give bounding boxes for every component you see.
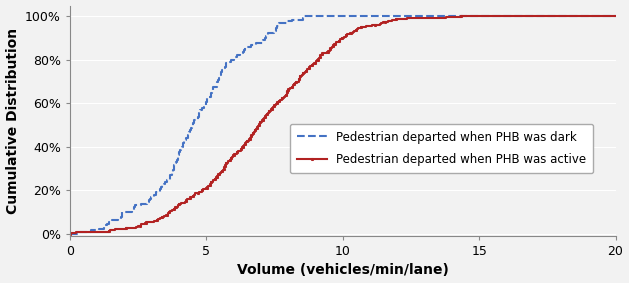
Pedestrian departed when PHB was dark xyxy=(66,232,74,235)
Pedestrian departed when PHB was active xyxy=(280,96,287,99)
Legend: Pedestrian departed when PHB was dark, Pedestrian departed when PHB was active: Pedestrian departed when PHB was dark, P… xyxy=(290,124,593,173)
Line: Pedestrian departed when PHB was active: Pedestrian departed when PHB was active xyxy=(69,16,616,235)
X-axis label: Volume (vehicles/min/lane): Volume (vehicles/min/lane) xyxy=(237,263,448,277)
Pedestrian departed when PHB was dark xyxy=(130,205,138,209)
Pedestrian departed when PHB was active xyxy=(612,15,620,18)
Pedestrian departed when PHB was active xyxy=(172,205,180,208)
Pedestrian departed when PHB was dark xyxy=(118,214,125,217)
Pedestrian departed when PHB was active xyxy=(258,119,265,123)
Line: Pedestrian departed when PHB was dark: Pedestrian departed when PHB was dark xyxy=(70,16,616,234)
Pedestrian departed when PHB was dark xyxy=(231,55,239,58)
Pedestrian departed when PHB was dark xyxy=(170,165,177,169)
Pedestrian departed when PHB was dark xyxy=(173,158,181,162)
Pedestrian departed when PHB was active xyxy=(66,232,74,235)
Pedestrian departed when PHB was dark xyxy=(612,15,620,18)
Pedestrian departed when PHB was active xyxy=(261,116,269,119)
Pedestrian departed when PHB was active xyxy=(458,15,465,18)
Y-axis label: Cumulative Distribution: Cumulative Distribution xyxy=(6,28,19,214)
Pedestrian departed when PHB was dark xyxy=(300,15,308,18)
Pedestrian departed when PHB was active xyxy=(336,38,343,42)
Pedestrian departed when PHB was dark xyxy=(230,57,238,60)
Pedestrian departed when PHB was active xyxy=(316,53,324,57)
